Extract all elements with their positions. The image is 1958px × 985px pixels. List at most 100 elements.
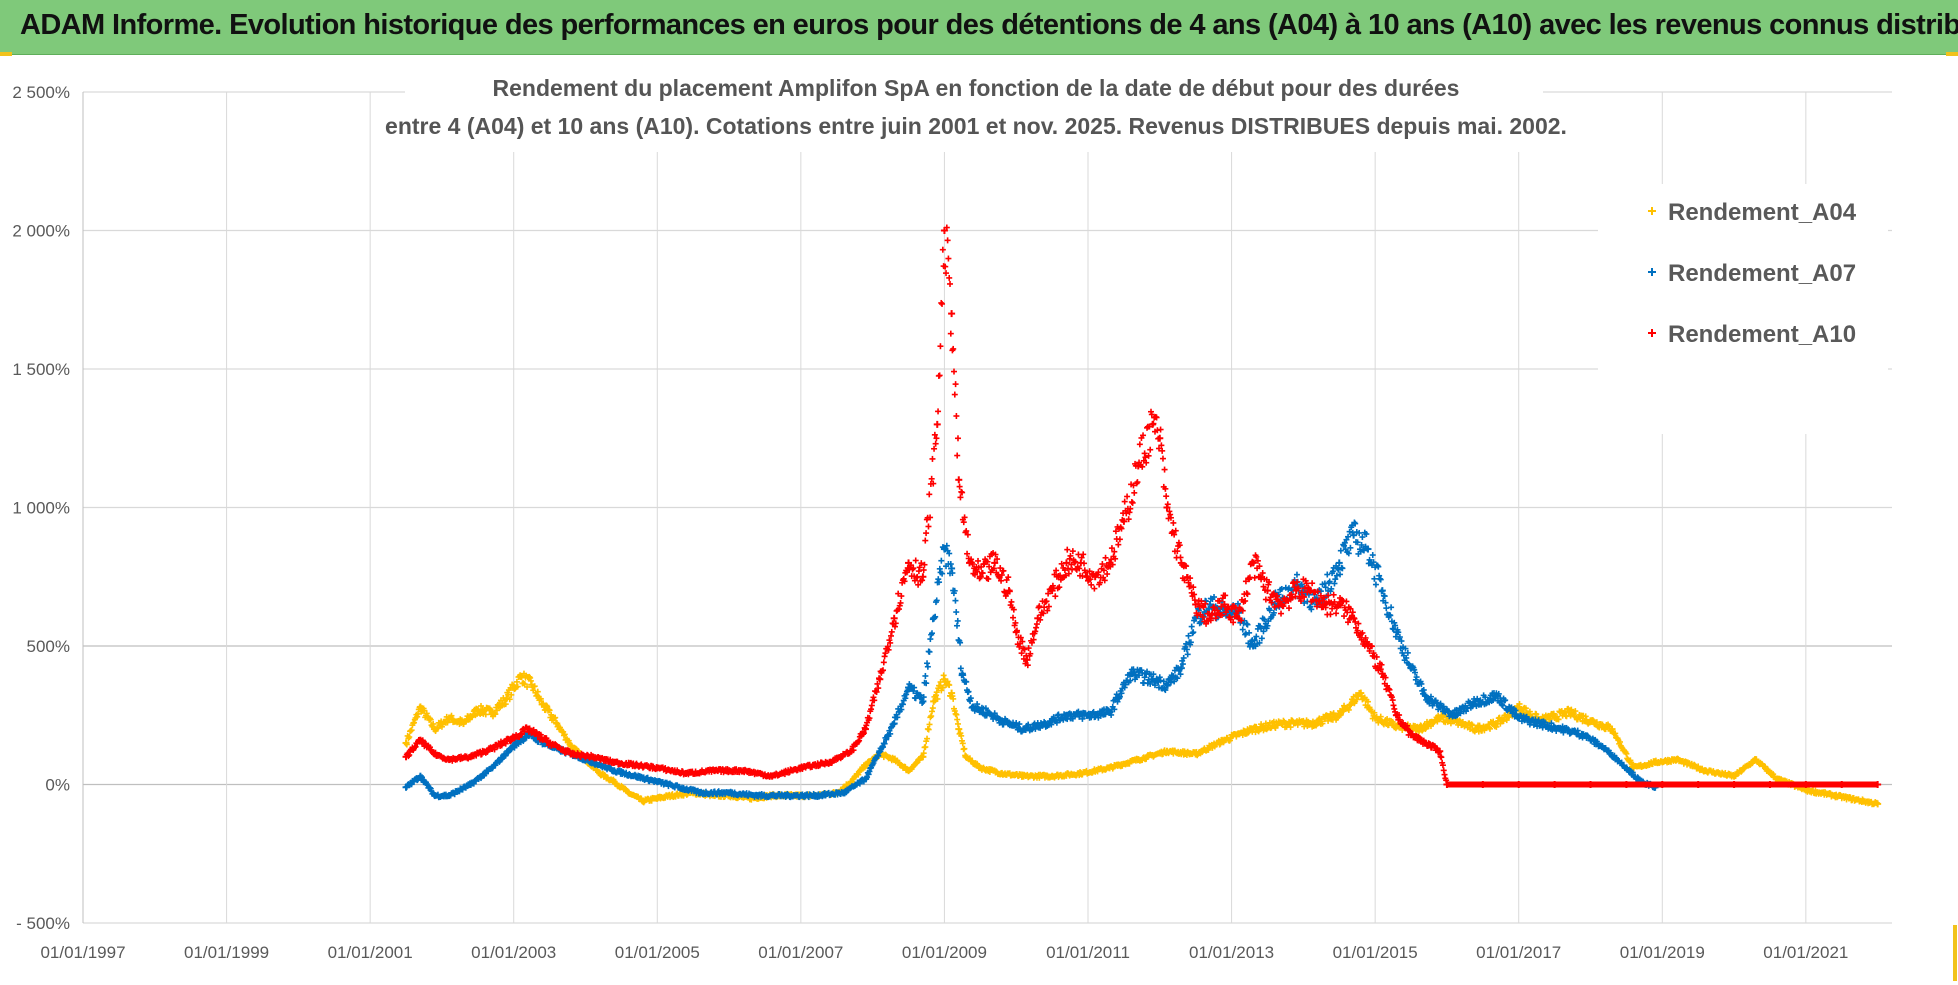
data-point-v — [931, 708, 933, 715]
data-point-v — [480, 702, 482, 709]
data-point-v — [1469, 726, 1471, 733]
data-point-v — [598, 769, 600, 776]
data-point-v — [1385, 720, 1388, 727]
data-point-v — [1285, 723, 1288, 730]
data-point-v — [1456, 716, 1459, 723]
data-point-v — [1489, 725, 1491, 732]
data-point-v — [1296, 718, 1298, 725]
data-point-v — [1332, 710, 1335, 717]
data-point-v — [550, 711, 553, 718]
data-point-v — [957, 725, 960, 733]
data-point-v — [566, 736, 568, 743]
data-point-v — [1245, 730, 1248, 737]
data-point-v — [445, 713, 448, 720]
data-point-v — [1318, 715, 1321, 722]
data-point-v — [1435, 714, 1438, 721]
data-point-v — [1443, 712, 1446, 719]
data-point-v — [536, 692, 538, 699]
data-point-v — [936, 695, 939, 702]
data-point-v — [952, 695, 955, 702]
data-point-v — [1772, 771, 1774, 778]
data-point-v — [413, 719, 415, 726]
data-point-v — [408, 734, 411, 741]
data-point-v — [475, 705, 478, 712]
data-point-v — [1525, 705, 1527, 712]
data-point-v — [1560, 708, 1563, 715]
data-point-v — [957, 720, 959, 727]
data-point-v — [508, 687, 510, 694]
data-point-v — [406, 741, 408, 748]
data-point-v — [437, 725, 439, 732]
data-point-v — [1307, 718, 1309, 725]
data-point-v — [533, 683, 536, 690]
data-point-v — [1327, 717, 1329, 724]
data-point-v — [537, 693, 540, 700]
data-point-v — [1289, 724, 1292, 731]
data-point-v — [1567, 705, 1569, 712]
data-point-v — [1288, 720, 1291, 727]
data-point-v — [502, 694, 505, 701]
data-point-v — [469, 716, 471, 723]
data-point-v — [500, 697, 502, 704]
data-point-v — [1557, 716, 1560, 723]
data-point-v — [1376, 715, 1379, 722]
data-point-v — [862, 765, 864, 772]
data-point-v — [1508, 713, 1510, 720]
data-point-v — [655, 795, 658, 802]
data-point-v — [554, 714, 556, 721]
data-point-v — [1354, 698, 1357, 705]
data-point-v — [1371, 708, 1373, 715]
data-point-v — [429, 716, 432, 723]
data-point-v — [1207, 746, 1210, 753]
data-point-v — [1564, 708, 1566, 715]
data-point-v — [1502, 718, 1505, 725]
data-point-v — [932, 697, 935, 705]
data-point-v — [1391, 718, 1394, 725]
data-point-v — [537, 738, 540, 745]
data-point-v — [507, 691, 509, 698]
data-point-v — [1604, 726, 1607, 733]
data-point-v — [1861, 796, 1864, 803]
data-point-v — [1357, 693, 1360, 700]
data-point-v — [530, 677, 532, 684]
data-point-v — [1518, 700, 1521, 707]
data-point-v — [1387, 722, 1390, 729]
data-point-v — [1401, 726, 1404, 733]
data-point-v — [1363, 694, 1366, 701]
data-point-v — [929, 714, 932, 721]
data-point-v — [425, 710, 428, 717]
data-point-v — [928, 721, 931, 728]
data-point-v — [1277, 722, 1279, 729]
data-point-v — [546, 703, 549, 710]
data-point-v — [1248, 728, 1250, 735]
data-point-v — [473, 706, 476, 713]
data-point-v — [410, 781, 413, 788]
data-point-v — [1572, 710, 1575, 717]
data-point-v — [1340, 709, 1343, 716]
data-point-v — [868, 768, 871, 775]
data-point-v — [1495, 723, 1498, 730]
data-point-v — [1445, 713, 1447, 720]
data-point-v — [512, 682, 515, 689]
data-point-v — [1209, 600, 1212, 608]
data-point-v — [515, 742, 517, 749]
data-point-v — [540, 701, 543, 708]
corner-mark-top-left — [0, 52, 12, 56]
data-point-v — [1038, 774, 1041, 781]
data-point-v — [489, 706, 492, 713]
data-point-v — [1180, 664, 1183, 672]
data-point-v — [1000, 770, 1002, 777]
data-point-v — [1573, 713, 1576, 720]
data-point-v — [930, 713, 932, 720]
data-point-v — [1350, 701, 1353, 708]
data-point-v — [1439, 715, 1442, 722]
data-point-v — [479, 710, 482, 717]
data-point-v — [513, 744, 516, 751]
data-point-v — [522, 680, 525, 687]
data-point-v — [1409, 723, 1412, 730]
chart-area: - 500%0%500%1 000%1 500%2 000%2 500% 01/… — [12, 62, 1892, 962]
data-point-v — [925, 738, 928, 745]
data-point-v — [1505, 717, 1508, 724]
data-point-v — [1450, 720, 1452, 727]
data-point-v — [1316, 721, 1318, 728]
